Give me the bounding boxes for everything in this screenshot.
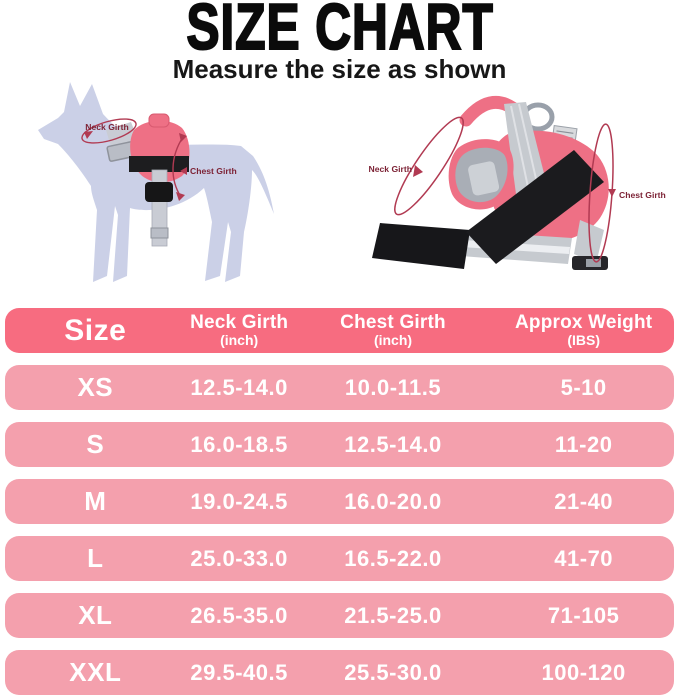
cell-approx-weight: 100-120 — [541, 659, 626, 685]
cell-chest-girth: 21.5-25.0 — [344, 602, 442, 628]
column-unit-neck-girth: (inch) — [220, 331, 259, 348]
harness-chest-girth-label: Chest Girth — [619, 190, 666, 200]
column-unit-chest-girth: (inch) — [373, 331, 413, 348]
column-header-size: Size — [64, 313, 127, 347]
cell-chest-girth: 25.5-30.0 — [344, 659, 442, 685]
harness-neck-pad — [448, 139, 514, 210]
harness-chest-girth-mark: Chest Girth — [588, 123, 666, 263]
table-row-l: L 25.0-33.0 16.5-22.0 41-70 — [5, 536, 674, 581]
cell-chest-girth: 16.0-20.0 — [344, 488, 442, 514]
harness-black-band — [466, 150, 604, 264]
cell-approx-weight: 41-70 — [554, 545, 614, 571]
column-header-neck-girth: Neck Girth — [190, 311, 289, 333]
neck-pad-inner-panel — [468, 161, 500, 196]
chest-girth-arrowhead-top-icon — [179, 133, 187, 142]
cell-neck-girth: 25.0-33.0 — [190, 545, 288, 571]
cell-size: L — [87, 543, 104, 573]
cell-approx-weight: 71-105 — [547, 602, 620, 628]
cell-neck-girth: 19.0-24.5 — [190, 488, 288, 514]
neck-girth-arrowhead-icon — [84, 131, 93, 139]
table-row-xs: XS 12.5-14.0 10.0-11.5 5-10 — [5, 365, 674, 410]
table-row-s: S 16.0-18.5 12.5-14.0 11-20 — [5, 422, 674, 467]
dog-neck-girth-label: Neck Girth — [85, 122, 128, 132]
harness-neck-girth-label: Neck Girth — [369, 164, 412, 174]
harness-chest-arrowhead-icon — [608, 189, 616, 197]
page-subtitle: Measure the size as shown — [172, 54, 507, 84]
dog-harness-handle — [148, 113, 170, 128]
column-header-chest-girth: Chest Girth — [340, 311, 446, 333]
cell-neck-girth: 16.0-18.5 — [190, 431, 288, 457]
dog-harness-strap-slide — [150, 227, 169, 239]
cell-chest-girth: 10.0-11.5 — [344, 374, 442, 400]
dog-chest-girth-mark: Chest Girth — [172, 133, 237, 201]
cell-size: XL — [78, 600, 113, 630]
dog-harness-belly-buckle — [145, 182, 173, 202]
cell-size: XXL — [69, 657, 122, 687]
column-header-approx-weight: Approx Weight — [514, 311, 653, 333]
column-unit-approx-weight: (IBS) — [567, 331, 600, 348]
chest-girth-arrowhead-mid-icon — [180, 167, 187, 175]
neck-girth-ellipse — [81, 118, 137, 144]
cell-approx-weight: 5-10 — [560, 374, 607, 400]
table-row-m: M 19.0-24.5 16.0-20.0 21-40 — [5, 479, 674, 524]
chest-girth-arc — [172, 136, 184, 198]
cell-size: S — [86, 429, 105, 459]
dog-with-harness-illustration: Neck Girth Chest Girth — [38, 82, 274, 282]
harness-left-black-strap — [372, 223, 470, 269]
harness-neck-girth-ellipse — [394, 116, 464, 216]
cell-size: M — [84, 486, 107, 516]
page-title: SIZE CHART — [185, 0, 494, 64]
cell-neck-girth: 26.5-35.0 — [190, 602, 288, 628]
cell-neck-girth: 29.5-40.5 — [190, 659, 288, 685]
cell-approx-weight: 21-40 — [554, 488, 614, 514]
table-header-row: Size Neck Girth (inch) Chest Girth (inch… — [5, 308, 674, 353]
harness-neck-girth-mark: Neck Girth — [369, 116, 464, 216]
dog-neck-girth-mark: Neck Girth — [81, 118, 137, 144]
dog-chest-girth-label: Chest Girth — [190, 166, 237, 176]
cell-approx-weight: 11-20 — [554, 431, 613, 457]
table-row-xxl: XXL 29.5-40.5 25.5-30.0 100-120 — [5, 650, 674, 695]
chest-girth-arrowhead-bottom-icon — [176, 192, 185, 201]
size-table: Size Neck Girth (inch) Chest Girth (inch… — [5, 308, 674, 695]
cell-chest-girth: 16.5-22.0 — [344, 545, 442, 571]
table-row-xl: XL 26.5-35.0 21.5-25.0 71-105 — [5, 593, 674, 638]
harness-buckle-slide — [586, 259, 601, 267]
cell-size: XS — [77, 372, 114, 402]
harness-illustration: Neck Girth Chest Girth — [369, 95, 666, 270]
cell-chest-girth: 12.5-14.0 — [344, 431, 442, 457]
cell-neck-girth: 12.5-14.0 — [190, 374, 288, 400]
harness-neck-arrowhead-icon — [413, 165, 423, 177]
